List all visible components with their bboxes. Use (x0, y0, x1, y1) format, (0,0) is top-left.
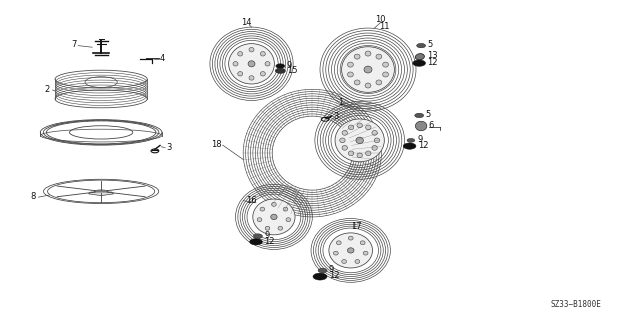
Ellipse shape (365, 125, 371, 130)
Text: 12: 12 (428, 58, 438, 67)
Circle shape (275, 68, 285, 73)
Circle shape (318, 268, 327, 273)
Ellipse shape (286, 218, 291, 222)
Ellipse shape (249, 48, 254, 52)
Circle shape (313, 273, 327, 280)
Circle shape (415, 113, 424, 118)
Ellipse shape (372, 145, 378, 150)
Text: 16: 16 (246, 197, 257, 205)
Text: 12: 12 (418, 141, 428, 150)
Ellipse shape (260, 207, 265, 211)
Ellipse shape (271, 214, 277, 219)
Text: 1: 1 (338, 98, 343, 107)
Text: 14: 14 (241, 18, 252, 27)
Ellipse shape (337, 241, 341, 245)
Ellipse shape (342, 145, 348, 150)
Ellipse shape (340, 138, 345, 143)
Ellipse shape (365, 83, 371, 88)
Ellipse shape (355, 260, 360, 263)
Text: 10: 10 (376, 15, 386, 24)
Ellipse shape (265, 226, 270, 230)
Text: SZ33−B1800E: SZ33−B1800E (551, 300, 602, 309)
Ellipse shape (354, 54, 360, 59)
Ellipse shape (237, 71, 243, 76)
Text: 2: 2 (45, 85, 50, 94)
Ellipse shape (354, 80, 360, 85)
Text: 12: 12 (264, 237, 275, 246)
Ellipse shape (360, 241, 365, 245)
Polygon shape (88, 192, 114, 196)
Ellipse shape (357, 153, 362, 158)
Text: 9: 9 (417, 135, 422, 144)
Ellipse shape (372, 130, 378, 135)
Ellipse shape (329, 233, 372, 268)
Ellipse shape (348, 62, 353, 67)
Ellipse shape (342, 47, 394, 93)
Text: 13: 13 (428, 51, 438, 60)
Text: 6: 6 (429, 121, 434, 130)
Circle shape (417, 43, 426, 48)
Ellipse shape (228, 44, 275, 84)
Circle shape (250, 239, 262, 245)
Text: 11: 11 (379, 22, 389, 31)
Ellipse shape (260, 52, 266, 56)
Ellipse shape (365, 51, 371, 56)
Ellipse shape (415, 54, 424, 60)
Ellipse shape (383, 72, 388, 77)
Ellipse shape (271, 203, 276, 206)
Ellipse shape (94, 190, 108, 193)
Text: 18: 18 (211, 140, 222, 149)
Text: 9: 9 (264, 231, 269, 240)
Ellipse shape (365, 151, 371, 156)
Text: 7: 7 (72, 40, 77, 49)
Ellipse shape (348, 248, 354, 253)
Ellipse shape (348, 151, 354, 156)
Text: 3: 3 (166, 143, 172, 152)
Ellipse shape (357, 123, 362, 128)
Ellipse shape (283, 207, 288, 211)
Ellipse shape (333, 251, 338, 255)
Text: 9: 9 (329, 265, 334, 274)
Text: 5: 5 (426, 110, 431, 119)
Text: 15: 15 (287, 66, 297, 75)
Text: 9: 9 (287, 61, 292, 70)
Ellipse shape (237, 52, 243, 56)
Circle shape (276, 64, 285, 68)
Ellipse shape (272, 116, 353, 190)
Ellipse shape (260, 71, 266, 76)
Ellipse shape (253, 199, 295, 235)
Text: 4: 4 (160, 54, 165, 63)
Text: 5: 5 (428, 40, 433, 49)
Circle shape (403, 143, 416, 149)
Text: 3: 3 (333, 112, 338, 121)
Ellipse shape (249, 76, 254, 80)
Ellipse shape (348, 72, 353, 77)
Circle shape (407, 138, 415, 142)
Ellipse shape (342, 260, 346, 263)
Ellipse shape (342, 130, 348, 135)
Text: 17: 17 (351, 222, 362, 231)
Ellipse shape (376, 54, 382, 59)
Ellipse shape (374, 138, 380, 143)
Ellipse shape (335, 119, 385, 162)
Ellipse shape (348, 125, 354, 130)
Circle shape (413, 60, 426, 66)
Ellipse shape (278, 226, 283, 230)
Ellipse shape (257, 218, 262, 222)
Ellipse shape (348, 236, 353, 240)
Ellipse shape (376, 80, 382, 85)
Text: 12: 12 (329, 271, 339, 280)
Circle shape (253, 234, 262, 238)
Ellipse shape (265, 62, 270, 66)
Ellipse shape (364, 251, 368, 255)
Ellipse shape (248, 61, 255, 67)
Ellipse shape (364, 66, 372, 73)
Ellipse shape (415, 121, 427, 131)
Text: 8: 8 (31, 192, 36, 201)
Ellipse shape (383, 62, 388, 67)
Ellipse shape (233, 62, 238, 66)
Ellipse shape (356, 137, 364, 144)
